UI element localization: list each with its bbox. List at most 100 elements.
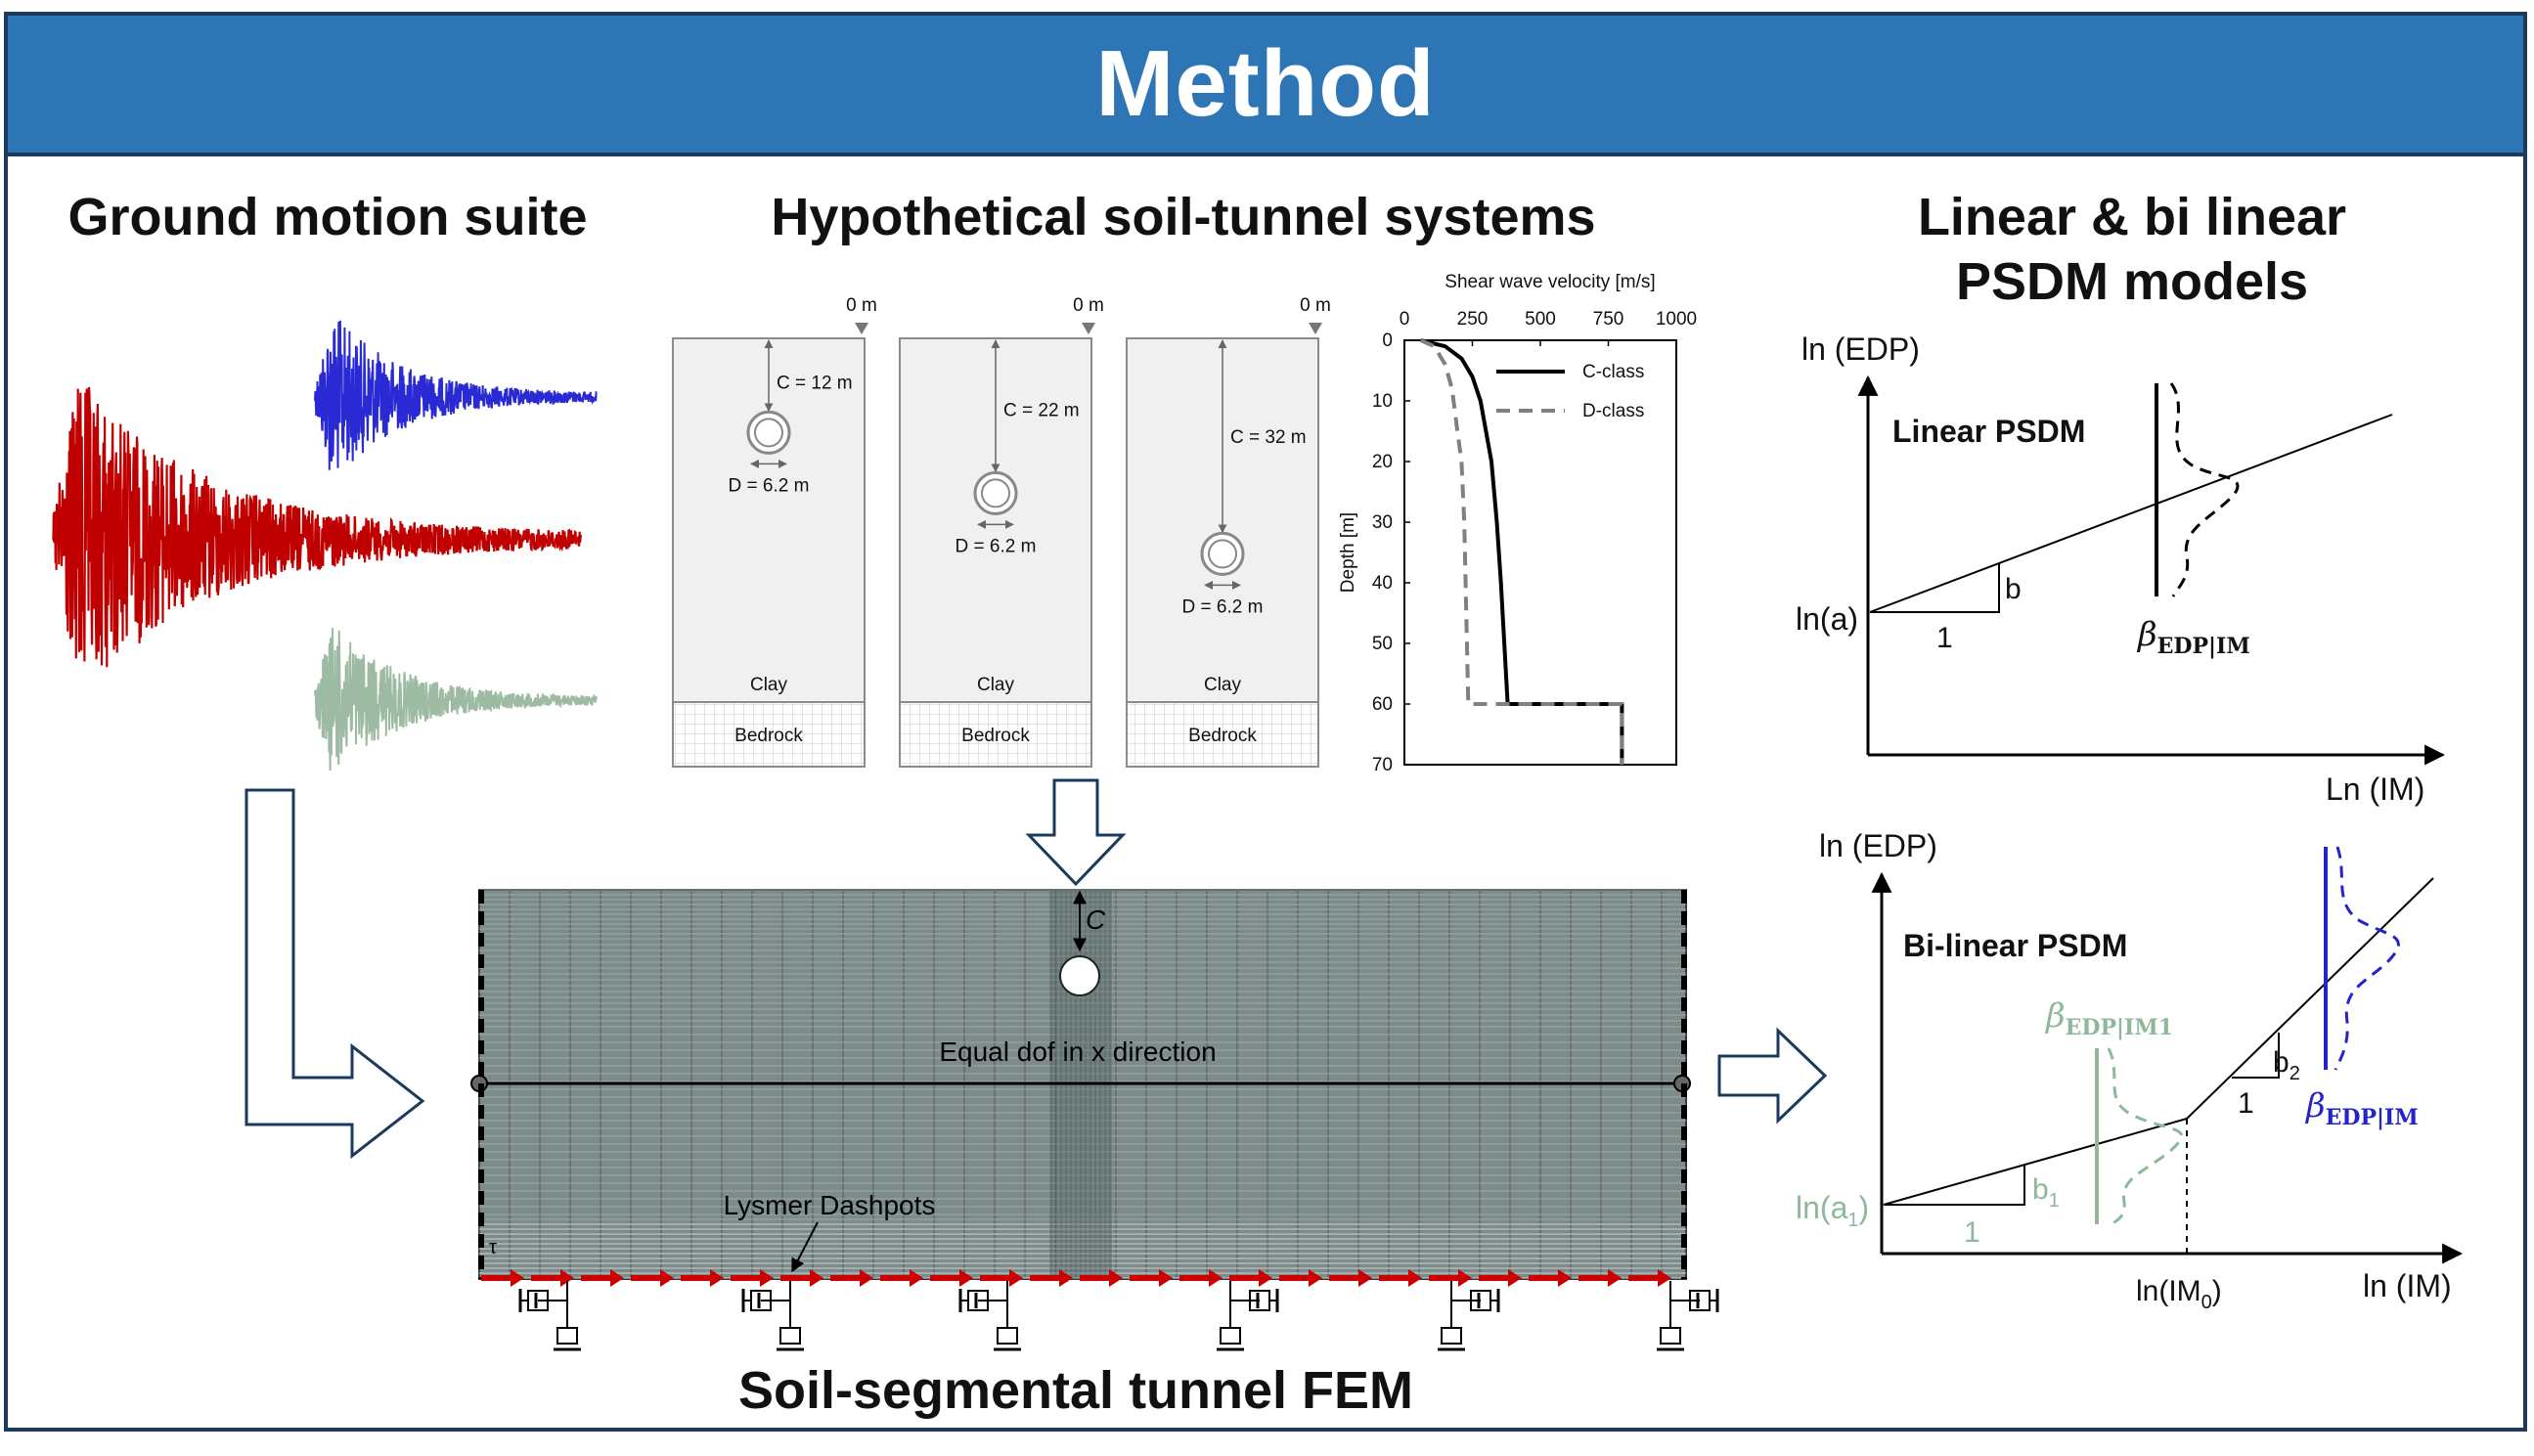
chart-x-tick-label: 250 <box>1457 309 1489 330</box>
excitation-arrow-icon <box>1379 1269 1422 1287</box>
bilinear-intercept-label: ln(a1) <box>1796 1190 1869 1231</box>
surface-marker-icon <box>1309 323 1322 334</box>
bedrock-layer <box>899 701 1092 768</box>
linear-psdm-plot: ln (EDP) Ln (IM) Linear PSDM ln(a) 1 b β… <box>1796 331 2446 807</box>
linear-slope-triangle <box>1870 563 2000 613</box>
equal-dof-label: Equal dof in x direction <box>939 1037 1216 1067</box>
soil-columns: 0 m C = 12 m D = 6.2 m Clay Bedrock 0 m C = 22… <box>672 295 1331 768</box>
dashpot-icon <box>1438 1281 1500 1351</box>
vs-profile-chart: Shear wave velocity [m/s] 0 250 500 750 1000 0… <box>1338 272 1697 775</box>
cover-label: C = 32 m <box>1230 427 1307 448</box>
excitation-arrow-icon <box>1080 1269 1123 1287</box>
chart-x-tick-label: 750 <box>1593 309 1624 330</box>
tunnel-inner-icon <box>1208 539 1237 569</box>
psdm-title-line2: PSDM models <box>1955 252 2309 311</box>
cover-label: C = 22 m <box>1003 400 1080 420</box>
chart-x-tick-label: 0 <box>1400 309 1410 330</box>
dispersion1-curve <box>2107 1047 2184 1226</box>
surface-label: 0 m <box>1073 295 1104 316</box>
dashpot-icon <box>958 1281 1021 1351</box>
dispersion2-curve <box>2334 846 2400 1071</box>
diameter-label: D = 6.2 m <box>729 475 810 496</box>
dashpot-pointer <box>791 1221 819 1273</box>
excitation-arrow-icon <box>830 1269 873 1287</box>
excitation-arrow-icon <box>930 1269 973 1287</box>
chart-y-axis-label: Depth [m] <box>1338 512 1358 593</box>
excitation-arrow-icon <box>681 1269 724 1287</box>
bedrock-label: Bedrock <box>1188 726 1257 746</box>
bilinear-slope2-triangle <box>2232 1033 2280 1079</box>
dispersion2-label: βEDP|IM <box>2304 1086 2419 1130</box>
fem-model: C Equal dof in x direction Lysmer Dashpo… <box>470 889 1719 1351</box>
cover-label: C = 12 m <box>777 373 853 393</box>
bilinear-slope2-label: b2 <box>2273 1046 2300 1084</box>
dashpot-label: Lysmer Dashpots <box>724 1190 936 1220</box>
clay-label: Clay <box>1204 675 1242 695</box>
excitation-arrow-icon <box>1628 1269 1671 1287</box>
dashpot-icon <box>1217 1281 1279 1351</box>
chart-y-tick-label: 0 <box>1382 331 1393 351</box>
header-banner: Method <box>8 16 2523 156</box>
linear-dispersion-label: βEDP|IM <box>2136 615 2250 659</box>
excitation-arrow-icon <box>581 1269 624 1287</box>
soil-column: 0 m C = 22 m D = 6.2 m Clay Bedrock <box>899 295 1104 768</box>
excitation-arrow-icon <box>1279 1269 1322 1287</box>
linear-y-axis-label: ln (EDP) <box>1801 331 1920 367</box>
ground-motion-records <box>52 320 598 772</box>
tunnel-opening <box>1059 955 1100 996</box>
dispersion1-label: βEDP|IM1 <box>2044 996 2173 1040</box>
excitation-arrow-icon <box>880 1269 923 1287</box>
excitation-arrow-icon <box>1479 1269 1522 1287</box>
bilinear-psdm-plot: ln (EDP) ln (IM) Bi-linear PSDM ln(a1) 1… <box>1796 828 2464 1313</box>
excitation-arrow-icon <box>980 1269 1023 1287</box>
diameter-label: D = 6.2 m <box>1182 596 1264 617</box>
clay-label: Clay <box>977 675 1015 695</box>
lysmer-dashpots <box>518 1281 1719 1351</box>
chart-x-tick-label: 1000 <box>1656 309 1697 330</box>
excitation-arrow-icon <box>731 1269 774 1287</box>
dashpot-icon <box>741 1281 804 1351</box>
chart-y-tick-label: 20 <box>1372 452 1393 472</box>
bedrock-layer <box>1126 701 1319 768</box>
chart-title: Shear wave velocity [m/s] <box>1445 272 1655 292</box>
header-title: Method <box>1095 31 1436 136</box>
chart-x-tick-label: 500 <box>1525 309 1556 330</box>
arrow-ground-motion-to-fem <box>245 788 425 1160</box>
arrow-soil-to-fem <box>1025 778 1127 887</box>
dashpot-icon <box>518 1281 581 1351</box>
fem-title: Soil-segmental tunnel FEM <box>737 1361 1414 1420</box>
chart-y-tick-label: 10 <box>1372 391 1393 412</box>
surface-label: 0 m <box>846 295 877 316</box>
bilinear-run1-label: 1 <box>1964 1216 1980 1249</box>
excitation-arrow-icon <box>1030 1269 1073 1287</box>
soil-column: 0 m C = 12 m D = 6.2 m Clay Bedrock <box>672 295 877 768</box>
breakpoint-label: ln(IM0) <box>2136 1275 2222 1313</box>
diameter-label: D = 6.2 m <box>956 536 1037 556</box>
chart-y-tick-label: 30 <box>1372 512 1393 533</box>
excitation-arrow-icon <box>1179 1269 1223 1287</box>
linear-slope-label: b <box>2005 573 2022 605</box>
surface-label: 0 m <box>1300 295 1331 316</box>
clay-label: Clay <box>750 675 788 695</box>
linear-psdm-title: Linear PSDM <box>1892 414 2085 449</box>
excitation-arrow-icon <box>481 1269 524 1287</box>
bilinear-psdm-title: Bi-linear PSDM <box>1903 928 2127 963</box>
excitation-arrow-icon <box>1429 1269 1472 1287</box>
linear-run-label: 1 <box>1936 622 1953 654</box>
ground-motion-wave-top <box>314 320 598 470</box>
bilinear-x-axis-label: ln (IM) <box>2363 1268 2452 1303</box>
tunnel-inner-icon <box>981 478 1010 508</box>
linear-x-axis-label: Ln (IM) <box>2326 772 2424 807</box>
soil-column: 0 m C = 32 m D = 6.2 m Clay Bedrock <box>1126 295 1331 768</box>
chart-legend-label: C-class <box>1582 362 1644 382</box>
excitation-arrow-icon <box>531 1269 574 1287</box>
chart-y-tick-label: 40 <box>1372 573 1393 594</box>
bedrock-layer <box>672 701 866 768</box>
excitation-arrow-icon <box>1329 1269 1372 1287</box>
ground-motion-title: Ground motion suite <box>67 188 588 246</box>
excitation-arrow-icon <box>1578 1269 1622 1287</box>
chart-legend-label: D-class <box>1582 401 1644 421</box>
arrow-fem-to-psdm <box>1717 1027 1828 1125</box>
chart-plot-area <box>1403 339 1677 766</box>
